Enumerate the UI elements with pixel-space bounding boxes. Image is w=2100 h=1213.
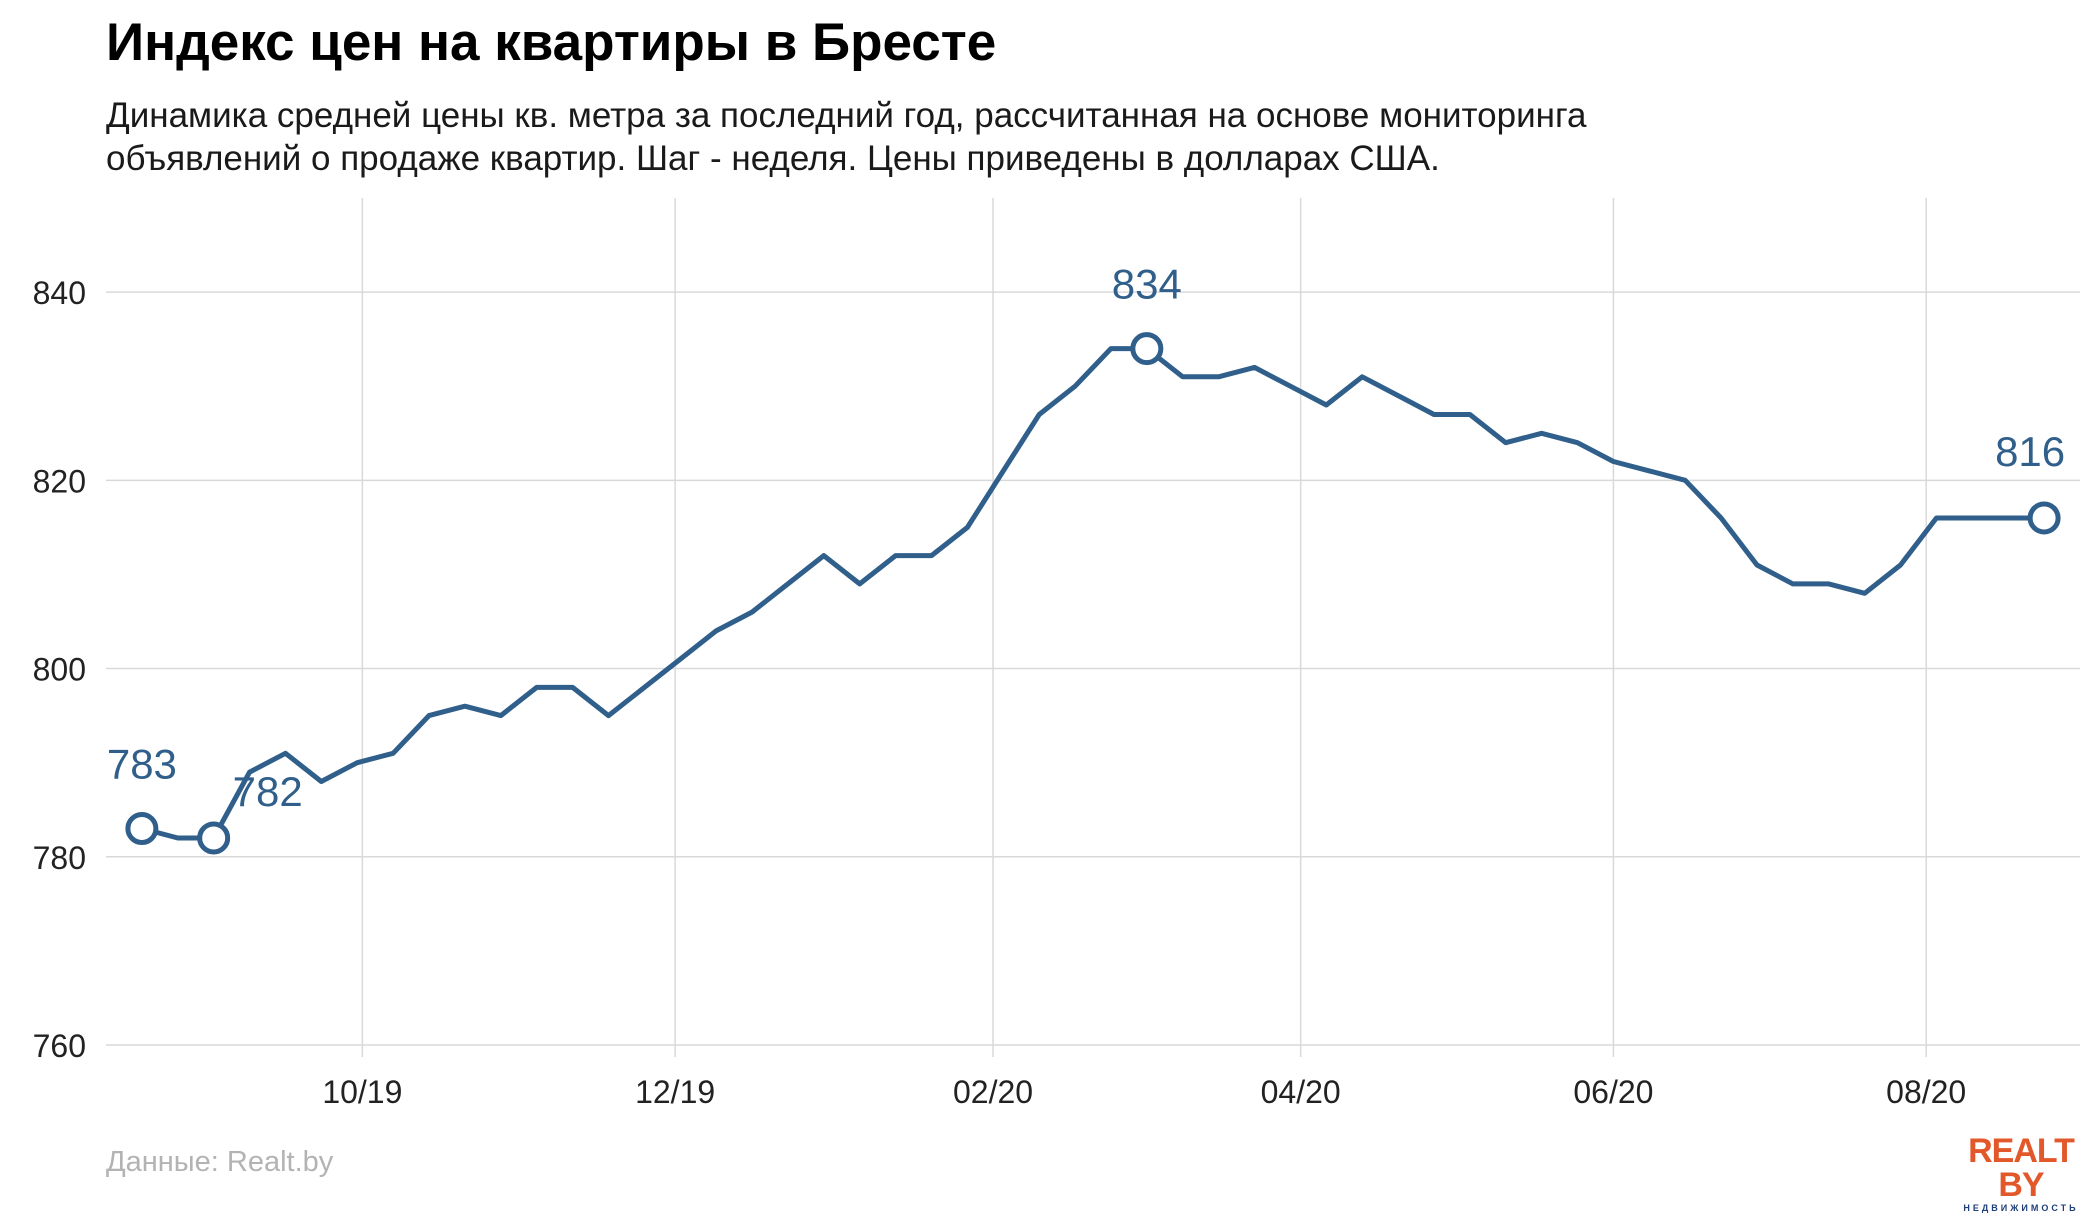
y-tick-labels: 760 780 800 820 840 [33, 275, 86, 1064]
y-tick-label-780: 780 [33, 840, 86, 876]
annotation-layer: 783 782 834 816 [107, 261, 2065, 855]
data-label-834: 834 [1112, 261, 1182, 308]
data-point-marker-783 [125, 812, 159, 846]
subtitle-line-1: Динамика средней цены кв. метра за после… [106, 96, 1587, 135]
data-point-marker-782 [197, 821, 231, 855]
logo-wordmark: REALT BY [1968, 1132, 2075, 1204]
y-tick-label-840: 840 [33, 275, 86, 311]
subtitle-line-2: объявлений о продаже квартир. Шаг - неде… [106, 139, 1440, 178]
realt-logo: REALT BY НЕДВИЖИМОСТЬ [1948, 1134, 2094, 1213]
x-tick-label-06-20: 06/20 [1573, 1074, 1653, 1110]
data-label-782: 782 [233, 768, 303, 815]
x-tick-labels: 10/19 12/19 02/20 04/20 06/20 08/20 [322, 1074, 1966, 1110]
y-tick-label-820: 820 [33, 463, 86, 499]
data-label-816: 816 [1995, 428, 2065, 475]
series-line-0 [139, 346, 2047, 841]
data-point-marker-834 [1130, 332, 1164, 366]
chart-subtitle: Динамика средней цены кв. метра за после… [106, 94, 2006, 180]
logo-tagline: НЕДВИЖИМОСТЬ [1963, 1203, 2079, 1213]
x-tick-label-02-20: 02/20 [953, 1074, 1033, 1110]
y-tick-label-800: 800 [33, 652, 86, 688]
y-tick-label-760: 760 [33, 1028, 86, 1064]
x-tick-label-04-20: 04/20 [1261, 1074, 1341, 1110]
series-layer [139, 346, 2047, 841]
x-tick-label-12-19: 12/19 [635, 1074, 715, 1110]
data-label-783: 783 [107, 741, 177, 788]
x-tick-label-10-19: 10/19 [322, 1074, 402, 1110]
chart-title: Индекс цен на квартиры в Бресте [106, 13, 997, 72]
x-tick-label-08-20: 08/20 [1886, 1074, 1966, 1110]
x-gridlines [361, 198, 1927, 1057]
source-note: Данные: Realt.by [106, 1146, 334, 1178]
data-point-marker-816 [2027, 501, 2061, 535]
y-gridlines [106, 291, 2080, 1046]
